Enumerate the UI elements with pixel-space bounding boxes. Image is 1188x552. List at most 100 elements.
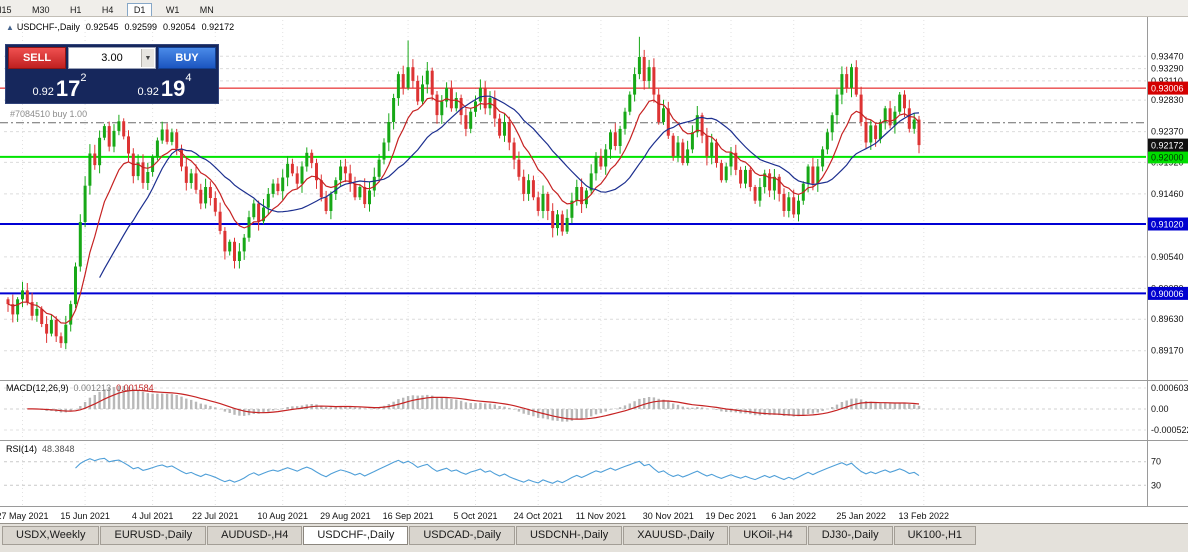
ma-slow-blue [99, 95, 920, 278]
macd-signal-line [27, 389, 920, 420]
position-label[interactable]: #7084510 buy 1.00 [10, 109, 88, 119]
timeframe-d1-button[interactable]: D1 [126, 3, 153, 16]
svg-text:4 Jul 2021: 4 Jul 2021 [132, 511, 174, 521]
one-click-trading-panel: SELL 3.00 ▼ BUY 0.92 17 2 0.92 19 4 [5, 44, 219, 104]
svg-text:30 Nov 2021: 30 Nov 2021 [643, 511, 694, 521]
one-click-price-row: 0.92 17 2 0.92 19 4 [8, 71, 216, 101]
ohlc-open: 0.92545 [85, 22, 119, 32]
svg-text:0.90006: 0.90006 [1151, 289, 1184, 299]
svg-text:24 Oct 2021: 24 Oct 2021 [514, 511, 563, 521]
svg-text:19 Dec 2021: 19 Dec 2021 [705, 511, 756, 521]
svg-text:11 Nov 2021: 11 Nov 2021 [576, 511, 626, 521]
svg-text:0.92830: 0.92830 [1151, 95, 1184, 105]
candles-layer [6, 36, 921, 350]
sell-price-big: 17 [55, 76, 81, 101]
volume-dropdown-icon[interactable]: ▼ [141, 49, 154, 67]
ohlc-high: 0.92599 [124, 22, 158, 32]
macd-title: MACD(12,26,9) [6, 383, 69, 393]
svg-text:-0.0005220: -0.0005220 [1151, 425, 1188, 435]
rsi-value: 48.3848 [42, 444, 75, 454]
tab-audusd-h4[interactable]: AUDUSD-,H4 [207, 526, 303, 545]
svg-text:0.91020: 0.91020 [1151, 220, 1184, 230]
svg-text:0.92172: 0.92172 [1151, 141, 1184, 151]
one-click-collapse-icon[interactable]: ▲ [6, 23, 14, 32]
svg-text:10 Aug 2021: 10 Aug 2021 [257, 511, 308, 521]
tab-label: AUDUSD-,H4 [221, 529, 289, 541]
svg-text:29 Aug 2021: 29 Aug 2021 [320, 511, 371, 521]
svg-text:0.91460: 0.91460 [1151, 189, 1184, 199]
sell-price-sup: 2 [80, 72, 87, 84]
timeframe-mn-button[interactable]: MN [193, 3, 221, 16]
svg-text:15 Jun 2021: 15 Jun 2021 [60, 511, 110, 521]
timeframe-h1-button[interactable]: H1 [63, 3, 89, 16]
tab-xauusd-daily[interactable]: XAUUSD-,Daily [623, 526, 729, 545]
svg-text:0.93110: 0.93110 [1151, 76, 1183, 86]
svg-text:25 Jan 2022: 25 Jan 2022 [836, 511, 886, 521]
svg-text:0.00: 0.00 [1151, 404, 1169, 414]
buy-price[interactable]: 0.92 19 4 [113, 71, 216, 101]
timeframe-m15-button[interactable]: M15 [0, 3, 19, 16]
svg-text:0.0006038: 0.0006038 [1151, 383, 1188, 393]
ohlc-low: 0.92054 [163, 22, 196, 32]
buy-price-sup: 4 [185, 72, 192, 84]
svg-text:70: 70 [1151, 457, 1161, 467]
svg-text:0.92370: 0.92370 [1151, 127, 1184, 137]
tab-usdcnh-daily[interactable]: USDCNH-,Daily [515, 526, 623, 545]
tab-label: USDCAD-,Daily [423, 529, 501, 541]
macd-value-signal: 0.001584 [116, 383, 154, 393]
buy-price-big: 19 [160, 76, 186, 101]
sell-price-prefix: 0.92 [32, 86, 54, 98]
tab-label: USDX,Weekly [16, 529, 86, 541]
tab-ukoil-h4[interactable]: UKOil-,H4 [729, 526, 807, 545]
chart-tabs-bar: USDX,Weekly EURUSD-,Daily AUDUSD-,H4 USD… [0, 523, 1188, 552]
ohlc-close: 0.92172 [201, 22, 235, 32]
buy-price-prefix: 0.92 [137, 86, 159, 98]
tab-label: UK100-,H1 [907, 529, 963, 541]
sell-button[interactable]: SELL [8, 47, 66, 69]
timeframe-toolbar: M15 M30 H1 H4 D1 W1 MN [0, 0, 1188, 17]
tab-dj30-daily[interactable]: DJ30-,Daily [807, 526, 893, 545]
tab-eurusd-daily[interactable]: EURUSD-,Daily [100, 526, 207, 545]
tab-label: DJ30-,Daily [821, 529, 879, 541]
ma-fast-red [7, 97, 920, 324]
volume-field[interactable]: 3.00 ▼ [68, 47, 156, 69]
rsi-line [75, 457, 920, 484]
svg-text:0.89630: 0.89630 [1151, 314, 1184, 324]
tab-usdchf-daily[interactable]: USDCHF-,Daily [303, 526, 409, 545]
svg-text:0.93290: 0.93290 [1151, 64, 1184, 74]
svg-text:0.93470: 0.93470 [1151, 51, 1184, 61]
svg-text:0.89170: 0.89170 [1151, 346, 1184, 356]
tab-usdcad-daily[interactable]: USDCAD-,Daily [409, 526, 515, 545]
one-click-top-row: SELL 3.00 ▼ BUY [8, 47, 216, 69]
svg-text:6 Jan 2022: 6 Jan 2022 [771, 511, 816, 521]
tab-label: USDCNH-,Daily [529, 529, 609, 541]
timeframe-h4-button[interactable]: H4 [95, 3, 121, 16]
chart-ohlc-header: ▲ USDCHF-,Daily 0.92545 0.92599 0.92054 0.921… [6, 22, 234, 32]
macd-header: MACD(12,26,9) 0.001213 0.001584 [6, 383, 154, 393]
sell-price[interactable]: 0.92 17 2 [8, 71, 111, 101]
chart-symbol-period: USDCHF-,Daily [16, 22, 80, 32]
rsi-header: RSI(14) 48.3848 [6, 444, 75, 454]
buy-button[interactable]: BUY [158, 47, 216, 69]
svg-text:13 Feb 2022: 13 Feb 2022 [899, 511, 950, 521]
tab-label: EURUSD-,Daily [114, 529, 193, 541]
tab-label: USDCHF-,Daily [317, 529, 395, 541]
svg-text:0.90540: 0.90540 [1151, 252, 1184, 262]
timeframe-w1-button[interactable]: W1 [159, 3, 187, 16]
tab-uk100-h1[interactable]: UK100-,H1 [893, 526, 977, 545]
svg-text:5 Oct 2021: 5 Oct 2021 [453, 511, 497, 521]
macd-value-main: 0.001213 [73, 383, 112, 393]
svg-text:16 Sep 2021: 16 Sep 2021 [383, 511, 434, 521]
price-divider [111, 71, 113, 101]
tab-usdx-weekly[interactable]: USDX,Weekly [2, 526, 100, 545]
timeframe-m30-button[interactable]: M30 [25, 3, 57, 16]
tab-label: UKOil-,H4 [743, 529, 793, 541]
tab-label: XAUUSD-,Daily [637, 529, 715, 541]
svg-text:27 May 2021: 27 May 2021 [0, 511, 49, 521]
rsi-title: RSI(14) [6, 444, 38, 454]
svg-text:0.93006: 0.93006 [1151, 84, 1184, 94]
volume-value: 3.00 [101, 52, 123, 64]
svg-text:22 Jul 2021: 22 Jul 2021 [192, 511, 239, 521]
